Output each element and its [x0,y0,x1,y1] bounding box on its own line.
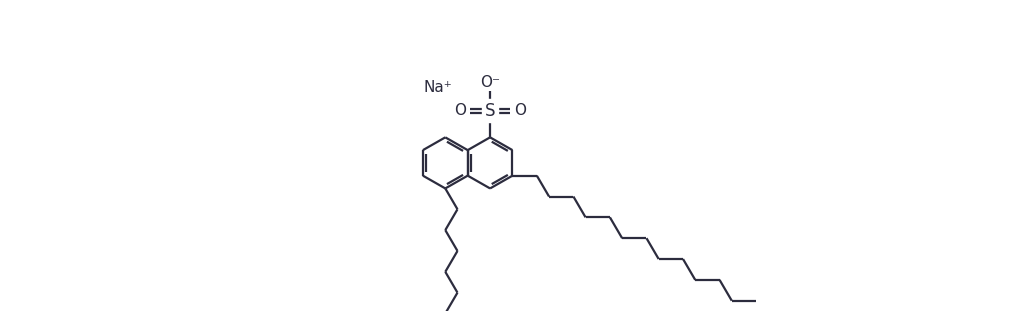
Text: Na⁺: Na⁺ [424,80,452,95]
Text: S: S [485,102,495,120]
Text: O: O [454,103,467,118]
Text: O⁻: O⁻ [480,75,500,90]
Text: O: O [514,103,526,118]
